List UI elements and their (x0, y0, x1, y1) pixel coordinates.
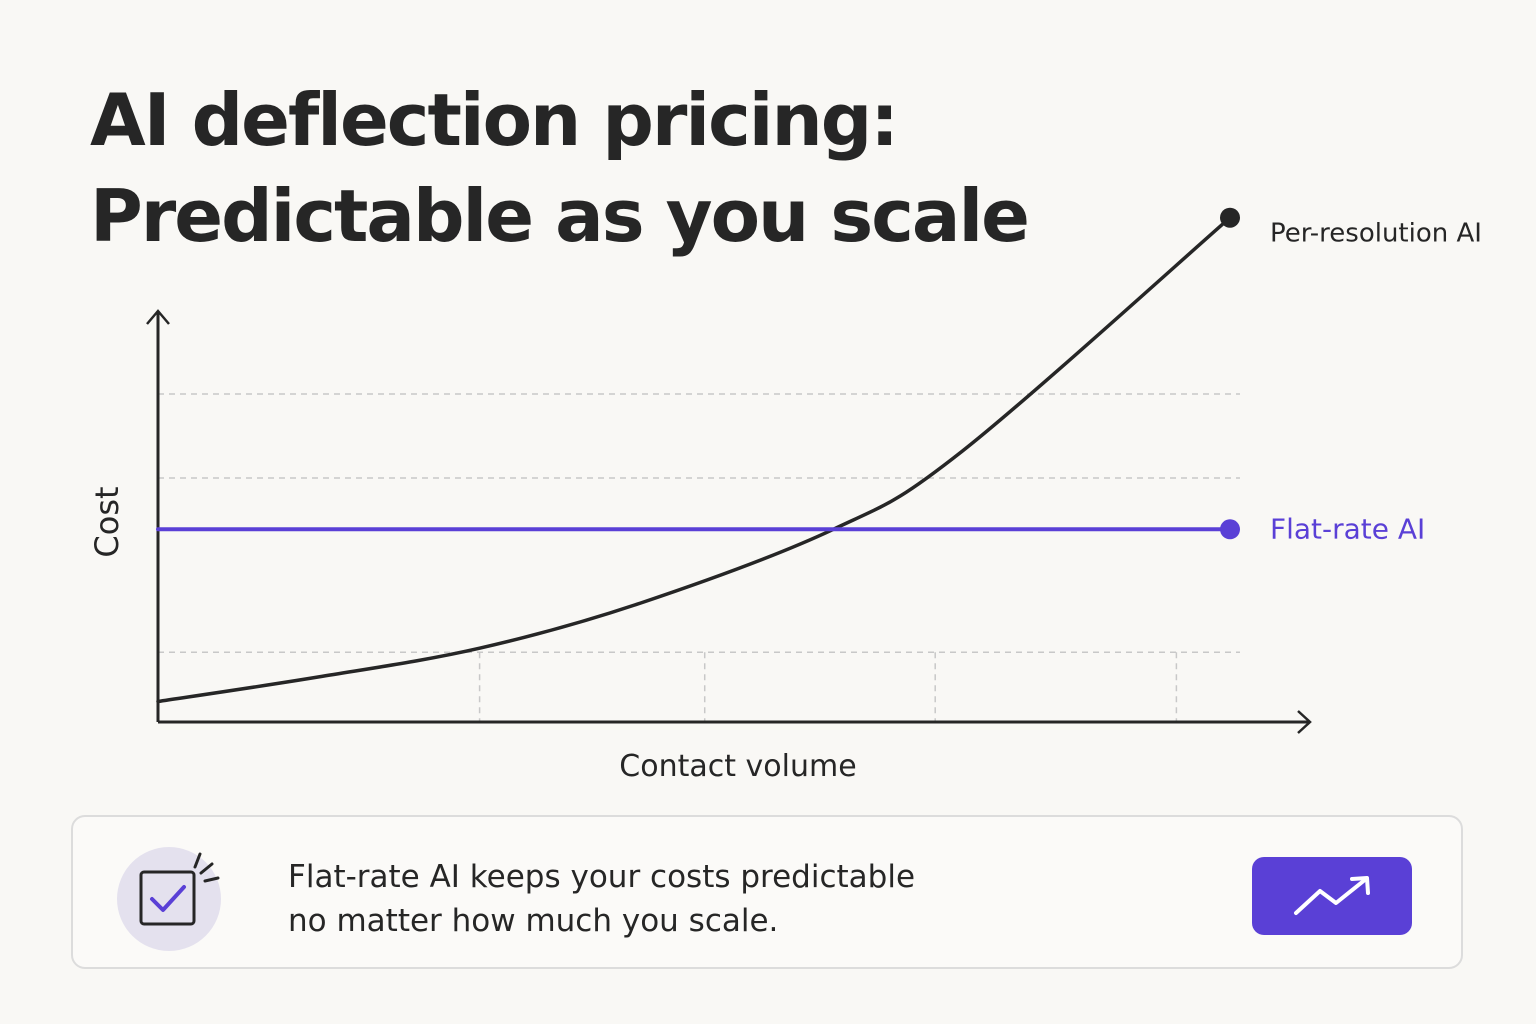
flat-rate-label: Flat-rate AI (1270, 512, 1425, 545)
page-title-line2: Predictable as you scale (90, 174, 1030, 258)
callout-message: Flat-rate AI keeps your costs predictabl… (288, 855, 1188, 943)
x-axis-label: Contact volume (619, 749, 856, 784)
grid-vertical (478, 652, 1178, 722)
callout-line2: no matter how much you scale. (288, 903, 779, 939)
y-axis-label: Cost (88, 486, 126, 557)
trend-up-icon (1294, 876, 1370, 915)
info-callout: Flat-rate AI keeps your costs predictabl… (71, 815, 1463, 969)
checkbox-check-icon (139, 852, 220, 926)
check-badge (117, 847, 221, 951)
page-title: AI deflection pricing: Predictable as yo… (90, 72, 1030, 264)
per-resolution-end-point (1220, 207, 1240, 228)
cost-chart: Per-resolution AI Flat-rate AI Contact vo… (88, 207, 1482, 784)
page-title-line1: AI deflection pricing: (90, 78, 899, 162)
flat-rate-end-point (1220, 519, 1240, 540)
callout-line1: Flat-rate AI keeps your costs predictabl… (288, 859, 916, 895)
x-axis-arrow (1297, 710, 1312, 734)
trend-button[interactable] (1252, 857, 1412, 935)
per-resolution-line (156, 215, 1232, 704)
y-axis-arrow (146, 309, 170, 325)
per-resolution-label: Per-resolution AI (1270, 219, 1482, 249)
axes (146, 309, 1312, 734)
grid-horizontal (158, 393, 1240, 654)
